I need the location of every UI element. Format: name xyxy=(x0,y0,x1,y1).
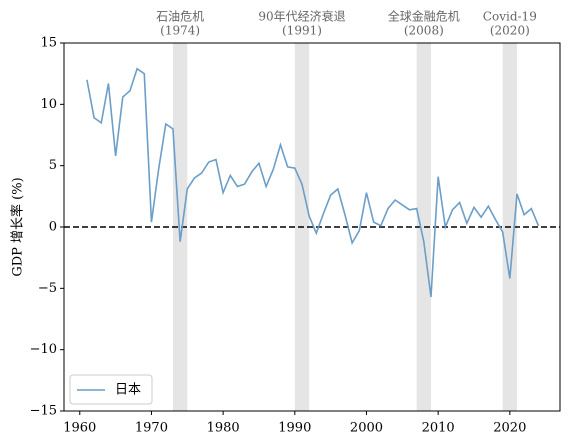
legend-label: 日本 xyxy=(115,383,141,398)
x-tick-label: 1970 xyxy=(135,421,168,436)
annotation-label: Covid-19 xyxy=(483,10,537,24)
x-tick-label: 1990 xyxy=(278,421,311,436)
annotation-label: 全球金融危机 xyxy=(388,9,460,24)
annotation-year: (1974) xyxy=(160,24,200,38)
annotation-year: (1991) xyxy=(282,24,322,38)
x-tick-label: 2000 xyxy=(350,421,383,436)
series-line xyxy=(86,67,540,298)
y-tick-label: 5 xyxy=(49,158,57,173)
y-tick-label: 15 xyxy=(40,36,57,51)
y-tick-label: −15 xyxy=(30,404,57,419)
y-axis-label: GDP 增长率 (%) xyxy=(10,177,26,276)
annotation-year: (2020) xyxy=(490,24,530,38)
crisis-span xyxy=(172,43,188,411)
legend-box xyxy=(69,374,153,405)
annotation-label: 石油危机 xyxy=(156,10,204,24)
y-tick-label: 10 xyxy=(40,97,57,112)
annotation-year: (2008) xyxy=(404,24,444,38)
x-tick-label: 1960 xyxy=(63,421,96,436)
x-tick-label: 1980 xyxy=(207,421,240,436)
y-tick-label: 0 xyxy=(49,220,57,235)
plot-frame xyxy=(63,42,561,412)
y-tick-label: −5 xyxy=(38,281,57,296)
crisis-span xyxy=(416,43,431,411)
annotation-label: 90年代经济衰退 xyxy=(258,9,345,24)
legend: 日本 xyxy=(69,374,153,405)
x-tick-label: 2010 xyxy=(422,421,455,436)
x-tick-label: 2020 xyxy=(493,421,526,436)
y-tick-label: −10 xyxy=(30,342,57,357)
